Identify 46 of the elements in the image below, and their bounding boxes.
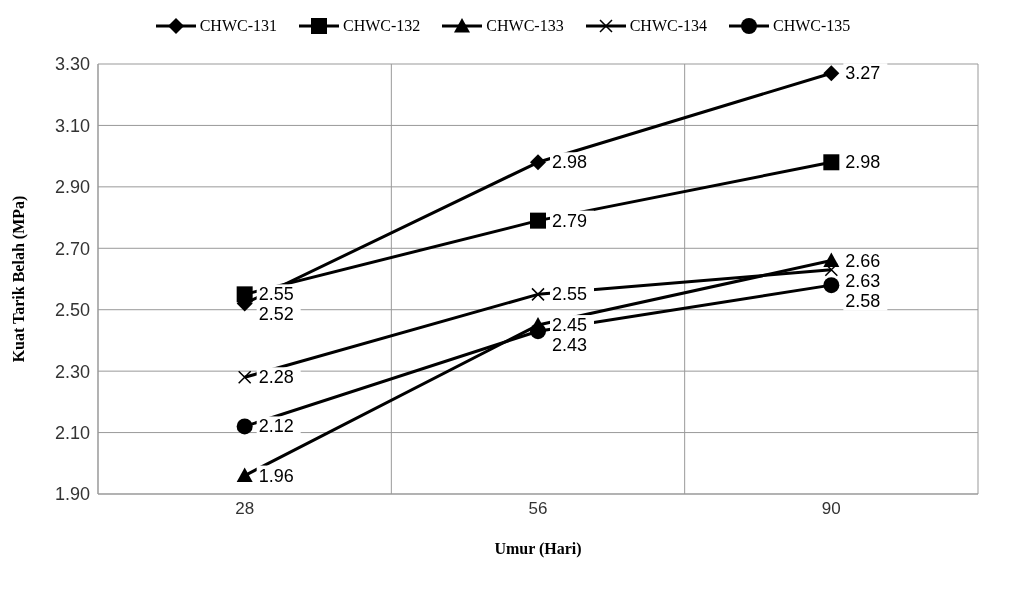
y-axis-title: Kuat Tarik Belah (MPa) [9, 195, 28, 363]
point [823, 154, 840, 171]
point [236, 286, 253, 303]
point [823, 252, 840, 267]
point [530, 154, 546, 171]
data-label: 2.52 [258, 304, 294, 325]
x-tick-label: 28 [235, 499, 255, 519]
point [823, 277, 840, 294]
data-label: 2.55 [258, 284, 294, 305]
x-tick-label: 56 [528, 499, 548, 519]
y-tick-label: 3.10 [54, 115, 90, 136]
legend-label: CHWC-135 [772, 17, 851, 35]
data-label: 2.12 [258, 416, 294, 437]
y-tick-label: 1.90 [54, 484, 90, 505]
point [824, 263, 839, 277]
data-label: 3.27 [845, 63, 881, 84]
legend-label: CHWC-131 [199, 17, 277, 35]
legend-label: CHWC-134 [629, 17, 707, 35]
x-axis-title: Umur (Hari) [494, 540, 582, 558]
data-label: 2.58 [845, 290, 881, 311]
x-tick-label: 90 [821, 499, 841, 519]
data-label: 2.79 [552, 210, 588, 231]
y-tick-label: 2.90 [54, 177, 90, 198]
data-label: 2.66 [845, 250, 881, 271]
point [530, 323, 546, 340]
point [237, 370, 252, 385]
point [236, 467, 253, 482]
data-label: 2.43 [552, 335, 588, 356]
y-tick-label: 2.10 [54, 422, 90, 443]
point [823, 65, 840, 82]
point [531, 287, 545, 302]
y-tick-label: 2.50 [54, 300, 90, 321]
y-tick-label: 2.30 [54, 361, 90, 382]
data-label: 2.98 [845, 152, 881, 173]
data-label: 2.55 [552, 284, 588, 305]
data-label: 1.96 [258, 465, 294, 486]
data-label: 2.28 [258, 367, 294, 388]
data-label: 2.45 [552, 315, 588, 336]
y-tick-label: 2.70 [54, 238, 90, 259]
data-label: 2.98 [552, 152, 588, 173]
data-label: 2.63 [845, 270, 881, 291]
legend-label: CHWC-132 [343, 17, 421, 35]
point [530, 212, 546, 229]
legend-label: CHWC-133 [486, 17, 564, 35]
y-tick-label: 3.30 [54, 54, 90, 75]
point [236, 418, 253, 435]
